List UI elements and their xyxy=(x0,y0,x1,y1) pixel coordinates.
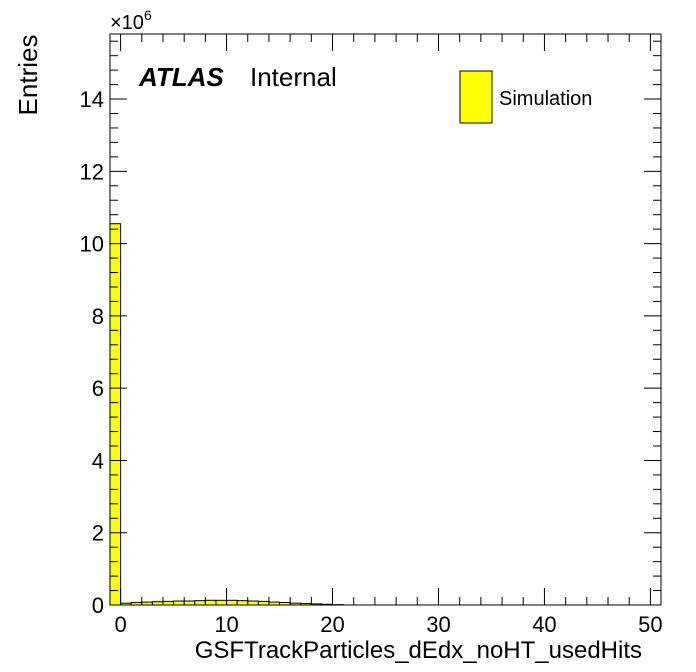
x-tick-label: 40 xyxy=(532,612,556,637)
legend-swatch xyxy=(459,70,493,124)
histogram-bar xyxy=(236,600,249,606)
x-tick-label: 50 xyxy=(638,612,662,637)
histogram-bar xyxy=(109,223,122,606)
y-tick-label: 10 xyxy=(80,232,104,257)
axis-ticks xyxy=(110,34,661,606)
histogram-bar xyxy=(183,600,196,606)
histogram-bar xyxy=(204,599,217,606)
y-tick-label: 6 xyxy=(92,376,104,401)
y-axis-multiplier: ×106 xyxy=(110,7,152,34)
histogram-bar xyxy=(162,600,175,606)
x-axis-label: GSFTrackParticles_dEdx_noHT_usedHits xyxy=(195,637,642,664)
legend: Simulation xyxy=(459,70,592,124)
x-tick-label: 20 xyxy=(320,612,344,637)
y-tick-label: 12 xyxy=(80,159,104,184)
histogram-bar xyxy=(173,600,185,606)
plot-frame xyxy=(109,33,662,606)
axis-tick-labels: 0 10 20 30 40 50 0 2 4 6 8 10 12 14 xyxy=(80,87,663,637)
legend-entry-simulation: Simulation xyxy=(499,88,592,110)
histogram-bar xyxy=(257,600,270,606)
histogram-bar xyxy=(226,599,238,606)
x-tick-label: 10 xyxy=(214,612,238,637)
atlas-label: ATLAS xyxy=(138,62,224,92)
histogram-bar xyxy=(215,599,228,606)
y-tick-label: 4 xyxy=(92,448,104,473)
histogram-bar xyxy=(247,600,259,606)
y-axis-label: Entries xyxy=(13,35,43,116)
x-tick-label: 0 xyxy=(114,612,126,637)
x-tick-label: 30 xyxy=(426,612,450,637)
histogram-bar xyxy=(194,600,206,606)
y-tick-label: 2 xyxy=(92,521,104,546)
y-tick-label: 8 xyxy=(92,304,104,329)
y-tick-label: 14 xyxy=(80,87,104,112)
internal-label: Internal xyxy=(250,62,337,92)
y-tick-label: 0 xyxy=(92,593,104,618)
